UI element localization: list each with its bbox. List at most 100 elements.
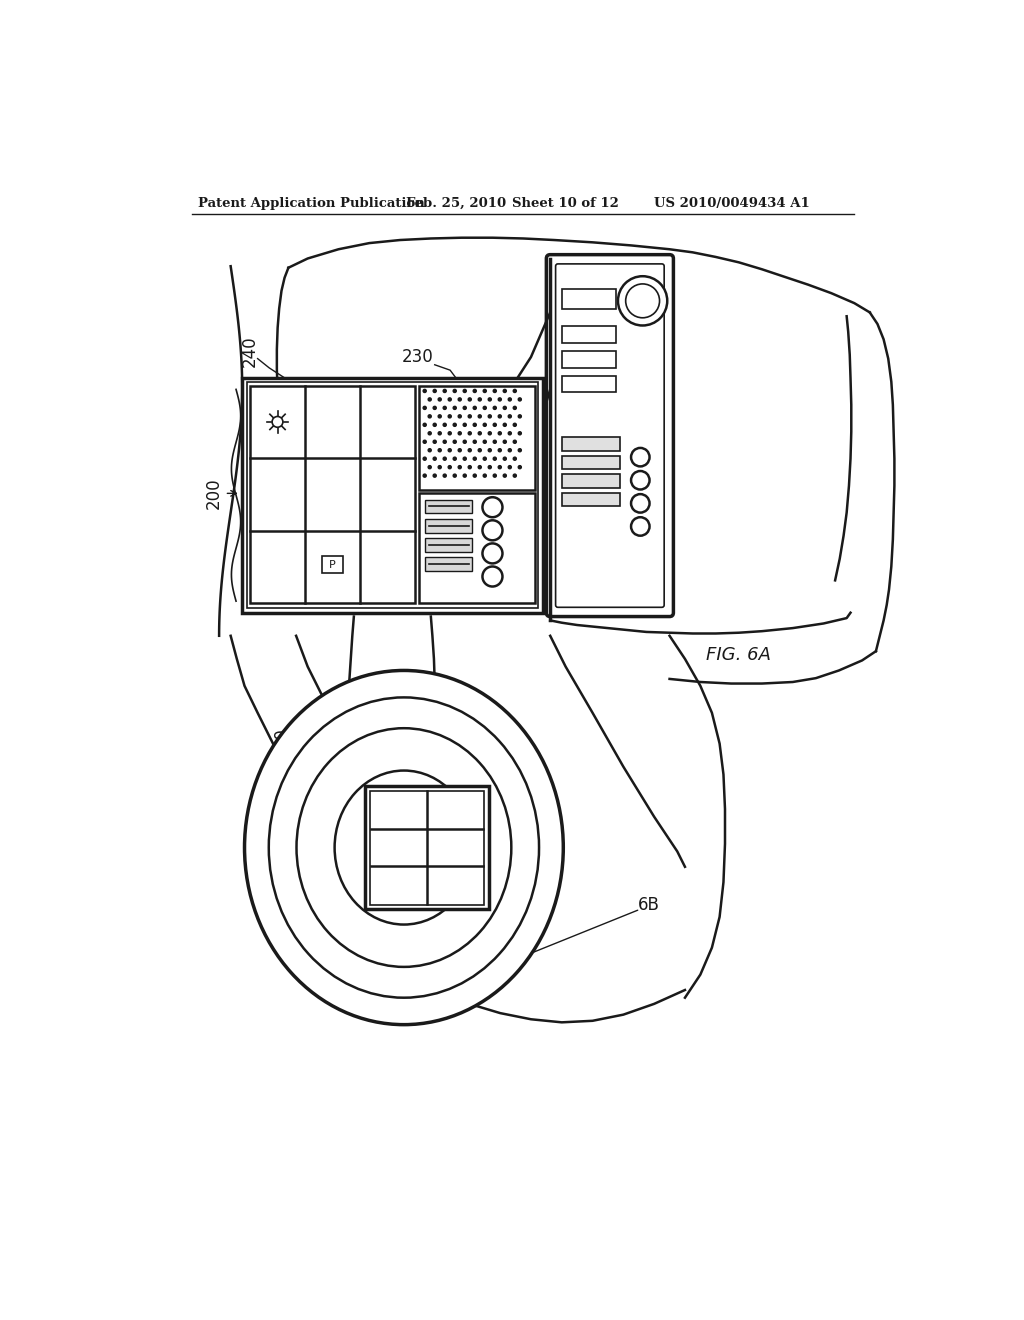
Circle shape [494,440,497,444]
Circle shape [494,389,497,392]
Circle shape [482,498,503,517]
Circle shape [428,432,431,434]
Circle shape [449,414,452,418]
Circle shape [518,449,521,451]
Circle shape [518,397,521,401]
Circle shape [443,440,446,444]
Circle shape [458,432,461,434]
Text: 310: 310 [272,727,291,759]
Circle shape [443,457,446,461]
Circle shape [438,466,441,469]
Circle shape [458,466,461,469]
Circle shape [617,276,668,326]
Circle shape [458,397,461,401]
Circle shape [473,424,476,426]
Circle shape [483,474,486,478]
Circle shape [449,466,452,469]
Circle shape [468,414,471,418]
Circle shape [499,397,502,401]
Circle shape [433,474,436,478]
Ellipse shape [335,771,473,924]
Bar [419,494,535,603]
Circle shape [478,449,481,451]
Circle shape [508,432,511,434]
Text: 200: 200 [205,478,223,510]
Circle shape [454,457,457,461]
Bar [322,556,343,573]
Circle shape [423,389,426,392]
Text: 115: 115 [328,830,359,849]
Circle shape [513,474,516,478]
Circle shape [503,407,506,409]
Circle shape [468,466,471,469]
Circle shape [503,424,506,426]
Circle shape [499,449,502,451]
Circle shape [513,457,516,461]
Circle shape [433,389,436,392]
Circle shape [499,432,502,434]
Circle shape [488,432,492,434]
Ellipse shape [245,671,563,1024]
Bar [562,455,620,470]
Bar [562,326,615,343]
Circle shape [463,457,466,461]
Circle shape [508,449,511,451]
Circle shape [473,407,476,409]
Circle shape [473,440,476,444]
Circle shape [503,440,506,444]
Circle shape [443,424,446,426]
Circle shape [433,440,436,444]
Circle shape [508,414,511,418]
Circle shape [428,397,431,401]
Circle shape [518,432,521,434]
Ellipse shape [297,729,511,966]
Bar [419,385,535,490]
Circle shape [499,466,502,469]
Circle shape [433,424,436,426]
Circle shape [458,414,461,418]
Circle shape [494,457,497,461]
Text: 240: 240 [241,335,259,367]
Circle shape [458,449,461,451]
Circle shape [513,389,516,392]
Circle shape [513,407,516,409]
Bar [562,474,620,488]
Circle shape [454,474,457,478]
Circle shape [454,424,457,426]
Circle shape [518,466,521,469]
Text: 6B: 6B [638,896,659,915]
Circle shape [423,440,426,444]
Circle shape [513,424,516,426]
Text: Sheet 10 of 12: Sheet 10 of 12 [512,197,618,210]
Circle shape [478,466,481,469]
Text: P: P [329,560,336,570]
Circle shape [494,407,497,409]
Text: FIG. 6A: FIG. 6A [707,645,771,664]
Bar [243,378,543,612]
Circle shape [454,389,457,392]
Circle shape [482,520,503,540]
Circle shape [473,474,476,478]
Text: 230: 230 [401,348,433,366]
Circle shape [473,389,476,392]
Circle shape [463,440,466,444]
Circle shape [488,466,492,469]
Circle shape [478,432,481,434]
Circle shape [423,457,426,461]
Circle shape [626,284,659,318]
Circle shape [454,440,457,444]
Circle shape [478,397,481,401]
Circle shape [488,397,492,401]
Circle shape [503,389,506,392]
Circle shape [483,424,486,426]
Circle shape [503,474,506,478]
Circle shape [483,440,486,444]
Text: US 2010/0049434 A1: US 2010/0049434 A1 [654,197,810,210]
Circle shape [463,407,466,409]
Bar [562,437,620,451]
Circle shape [449,397,452,401]
Circle shape [499,414,502,418]
Circle shape [508,466,511,469]
Circle shape [488,449,492,451]
Circle shape [488,414,492,418]
